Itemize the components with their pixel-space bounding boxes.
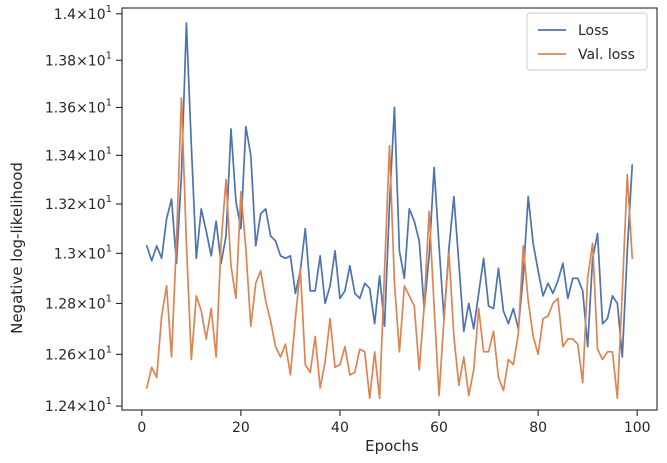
legend-label-loss: Loss — [578, 23, 609, 39]
plot-area-border — [121, 7, 658, 411]
legend-label-val-loss: Val. loss — [578, 47, 635, 63]
y-tick-label: 1.32×101 — [45, 194, 112, 213]
y-tick-label: 1.24×101 — [45, 396, 112, 415]
plot-frame — [121, 7, 658, 411]
series-lines — [145, 22, 634, 400]
legend: Loss Val. loss — [526, 12, 648, 71]
x-tick-label: 40 — [331, 420, 349, 436]
x-axis: 0 20 40 60 80 100 — [137, 410, 651, 436]
y-tick-label: 1.3×101 — [54, 243, 112, 262]
y-tick-label: 1.34×101 — [45, 145, 112, 164]
y-tick-label: 1.26×101 — [45, 344, 112, 363]
y-axis: 1.24×101 1.26×101 1.28×101 1.3×101 1.32×101 1… — [45, 4, 122, 415]
y-tick-label: 1.28×101 — [45, 293, 112, 312]
y-axis-label: Negative log-likelihood — [8, 162, 26, 334]
series-line-val-loss — [145, 97, 634, 400]
x-tick-label: 100 — [624, 420, 651, 436]
x-tick-label: 20 — [232, 420, 250, 436]
y-tick-label: 1.36×101 — [45, 97, 112, 116]
x-axis-label: Epochs — [365, 437, 419, 455]
legend-box — [526, 12, 648, 71]
x-tick-label: 0 — [137, 420, 146, 436]
y-tick-label: 1.4×101 — [54, 4, 112, 23]
x-tick-label: 80 — [529, 420, 547, 436]
x-tick-label: 60 — [430, 420, 448, 436]
y-tick-label: 1.38×101 — [45, 50, 112, 69]
